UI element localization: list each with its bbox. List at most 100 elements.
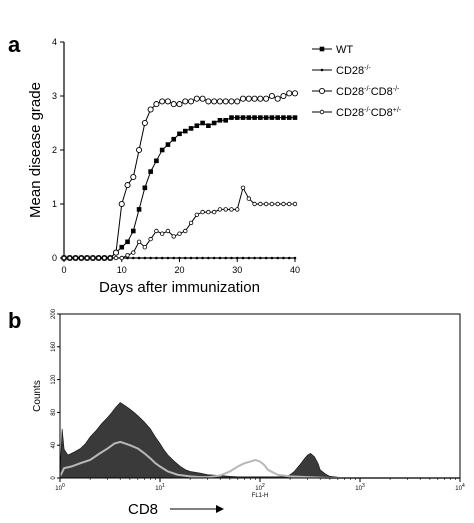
data-point — [259, 256, 262, 260]
data-point — [194, 212, 200, 217]
data-point — [188, 126, 194, 131]
data-point — [147, 106, 154, 113]
data-point — [177, 231, 182, 236]
data-point — [182, 128, 188, 134]
data-point — [263, 201, 269, 207]
data-point — [223, 118, 228, 123]
data-point — [148, 236, 153, 242]
data-point — [153, 101, 160, 108]
data-point — [228, 98, 235, 105]
data-point — [189, 256, 193, 260]
data-point — [107, 255, 113, 261]
data-point — [223, 207, 228, 212]
data-point — [282, 256, 285, 260]
data-point — [206, 209, 211, 215]
data-point — [240, 115, 246, 120]
data-point — [293, 256, 297, 260]
x-tick-label: 0 — [61, 265, 66, 275]
legend-label: WT — [336, 44, 353, 56]
data-point — [246, 115, 252, 120]
data-point — [160, 256, 164, 260]
panel-a-y-axis-label: Mean disease grade — [27, 82, 44, 218]
y-tick-label: 40 — [51, 441, 57, 448]
data-point — [229, 207, 234, 212]
data-point — [217, 118, 223, 123]
data-point — [274, 95, 281, 102]
y-tick-label: 160 — [51, 341, 57, 352]
x-tick-label: 40 — [290, 265, 300, 275]
data-point — [182, 98, 189, 105]
data-point — [211, 98, 218, 105]
y-tick-label: 3 — [52, 91, 57, 101]
data-point — [154, 158, 159, 164]
data-point — [281, 201, 286, 207]
data-point — [205, 98, 212, 105]
data-point — [241, 256, 245, 260]
data-point — [234, 98, 241, 105]
data-point — [287, 201, 292, 207]
data-point — [292, 115, 298, 120]
y-tick-label: 0 — [51, 476, 57, 480]
data-point — [136, 207, 142, 212]
data-point — [143, 256, 147, 260]
data-point — [84, 255, 90, 261]
panel-a-axes — [63, 42, 295, 259]
data-point — [319, 109, 325, 115]
legend-label: CD28-/-CD8+/- — [336, 107, 402, 119]
legend-entry: CD28-/- — [312, 65, 371, 77]
panel-b-letter: b — [8, 308, 21, 333]
data-point — [125, 253, 130, 258]
y-tick-label: 120 — [51, 374, 57, 385]
data-point — [132, 256, 135, 260]
data-point — [235, 207, 240, 212]
data-point — [234, 115, 240, 120]
data-point — [287, 256, 291, 260]
data-point — [142, 244, 148, 250]
data-point — [137, 256, 141, 260]
data-point — [235, 256, 239, 260]
data-point — [164, 98, 171, 105]
data-point — [171, 234, 176, 239]
data-point — [118, 200, 125, 208]
series-line — [64, 186, 295, 259]
data-point — [148, 169, 153, 174]
histogram-filled — [59, 402, 460, 479]
data-point — [216, 98, 223, 105]
data-point — [222, 98, 229, 105]
series-2 — [60, 90, 299, 262]
arrow-head — [216, 505, 224, 513]
data-point — [252, 201, 257, 207]
y-tick-label: 1 — [52, 199, 57, 209]
data-point — [257, 95, 264, 102]
data-point — [217, 207, 223, 212]
data-point — [263, 115, 269, 120]
data-point — [281, 115, 286, 120]
data-point — [286, 90, 293, 97]
panel-b-ticks: 0 40 80 120 160 200 100 101 102 103 104 — [51, 308, 465, 492]
data-point — [200, 120, 205, 126]
data-point — [275, 115, 280, 120]
data-point — [136, 146, 143, 154]
x-tick-label: 103 — [355, 483, 365, 492]
arrow-right-icon — [170, 505, 224, 513]
data-point — [253, 256, 256, 260]
data-point — [206, 123, 211, 128]
histogram-outline — [59, 440, 460, 479]
y-tick-label: 4 — [52, 37, 57, 47]
panel-a-series — [60, 90, 299, 262]
panel-b-x-axis-label: CD8 — [128, 501, 158, 518]
data-point — [73, 255, 78, 261]
data-point — [230, 256, 233, 260]
data-point — [178, 256, 181, 260]
panel-b-chart: 0 40 80 120 160 200 100 101 102 103 104 Counts FL1… — [32, 308, 465, 518]
data-point — [130, 173, 137, 181]
data-point — [112, 249, 120, 256]
data-point — [155, 256, 158, 260]
data-point — [119, 244, 125, 250]
x-tick-label: 20 — [174, 265, 184, 275]
data-point — [177, 131, 182, 137]
data-point — [172, 256, 176, 260]
data-point — [201, 256, 204, 260]
x-tick-label: 10 — [117, 265, 127, 275]
data-point — [96, 255, 101, 261]
